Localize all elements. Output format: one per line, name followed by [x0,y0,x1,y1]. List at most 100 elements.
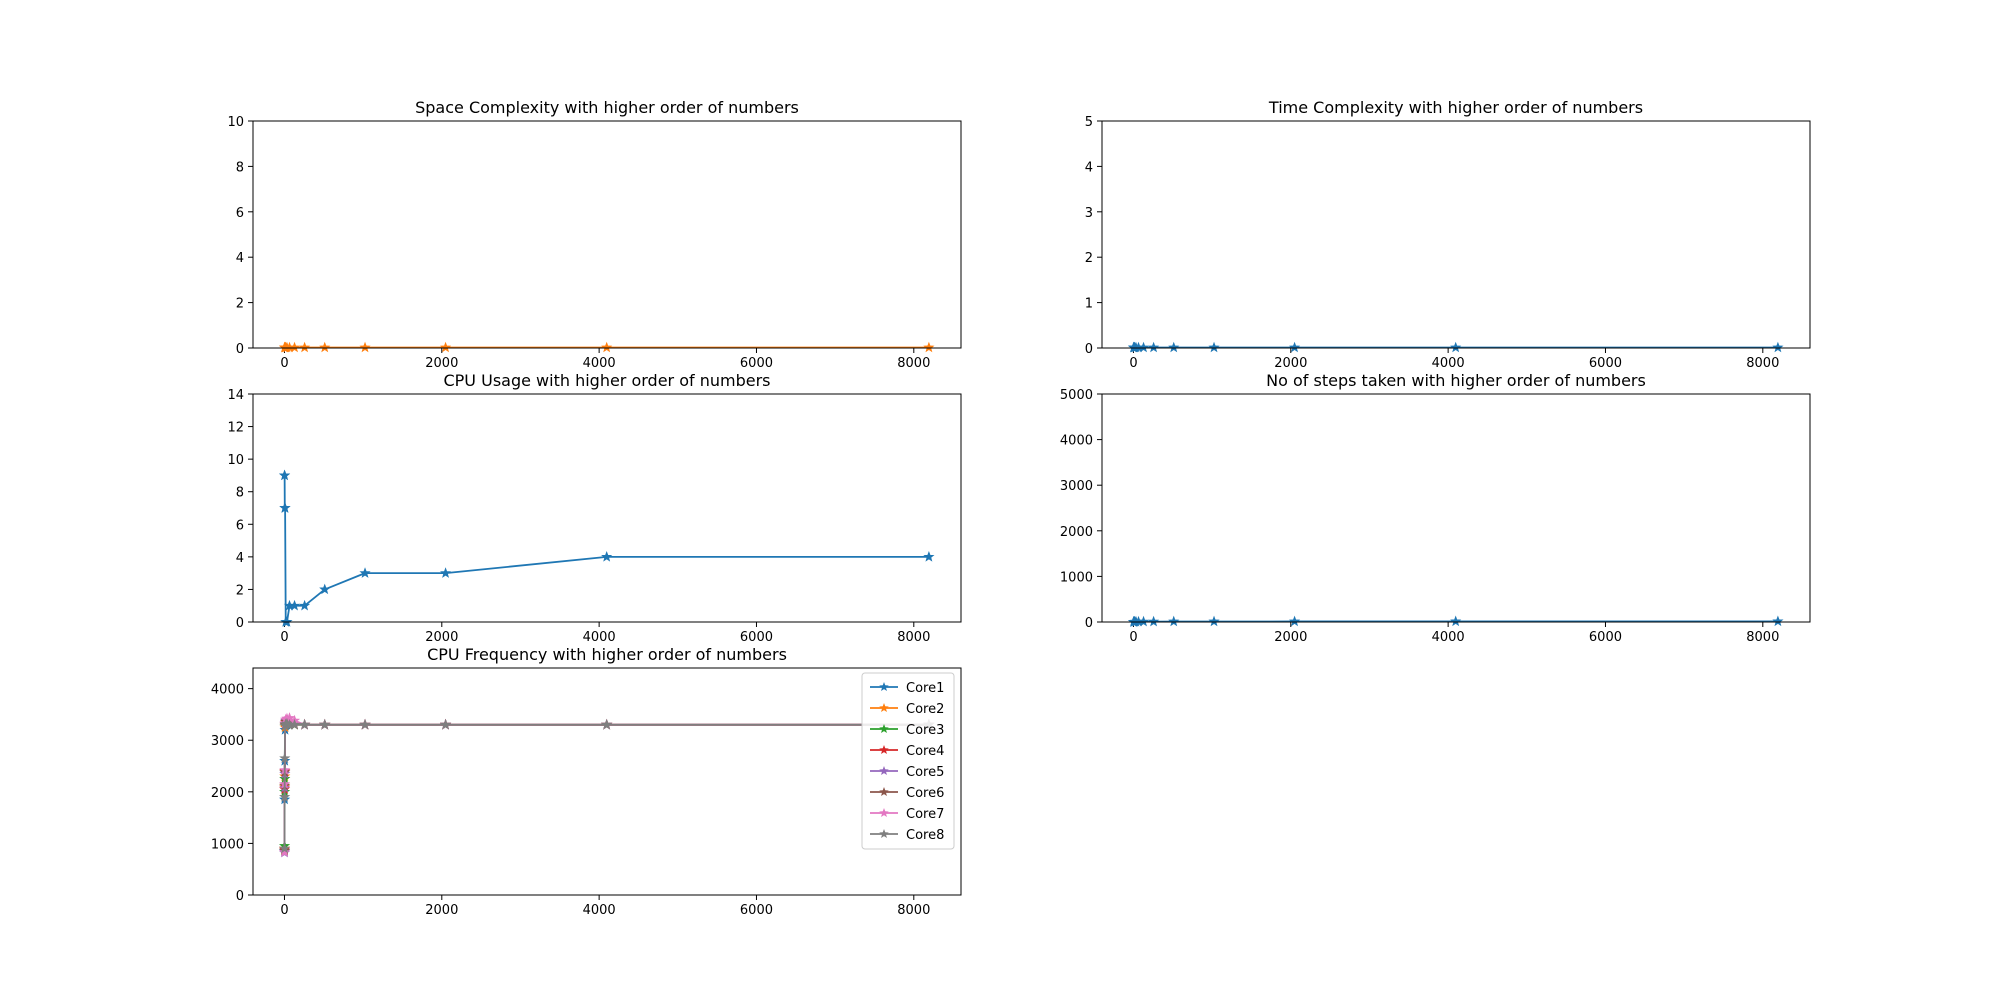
chart-2: Time Complexity with higher order of num… [1085,98,1811,371]
data-point [440,718,452,730]
y-tick-label: 4 [236,551,244,566]
chart-5: CPU Frequency with higher order of numbe… [211,645,962,918]
x-tick-label: 4000 [583,630,616,645]
y-tick-label: 0 [236,616,244,631]
data-point [1450,341,1462,353]
legend-swatch-marker [879,703,889,713]
x-tick-label: 0 [1129,356,1137,371]
chart-3: CPU Usage with higher order of numbers 0 2… [227,371,962,645]
legend-swatch-marker [879,808,889,818]
x-tick-label: 2000 [1274,356,1307,371]
data-point [278,842,291,854]
x-tick-label: 8000 [897,903,930,918]
x-tick-label: 6000 [740,630,773,645]
y-tick-label: 2000 [1060,525,1093,540]
plot-area [278,712,935,858]
axes-frame [252,393,962,623]
y-tick-label: 2 [236,297,244,312]
data-point [1137,615,1150,627]
data-point [1148,615,1160,627]
data-point [1289,341,1301,353]
data-point [1148,341,1160,353]
y-tick-label: 4000 [211,683,244,698]
y-tick-label: 14 [227,388,244,403]
chart-4: No of steps taken with higher order of n… [1060,371,1811,645]
y-tick-label: 0 [236,889,244,904]
x-tick-label: 0 [280,356,288,371]
y-tick-label: 1 [1085,297,1093,312]
y-tick-label: 4000 [1060,434,1093,449]
x-tick-label: 2000 [425,630,458,645]
y-tick-label: 4 [236,251,244,266]
y-tick-label: 3000 [211,734,244,749]
y-tick-label: 5000 [1060,388,1093,403]
y-tick-label: 2 [236,583,244,598]
data-point [299,718,311,730]
x-tick-label: 6000 [740,903,773,918]
y-tick-label: 1000 [211,837,244,852]
x-tick-label: 8000 [897,356,930,371]
y-tick-label: 6 [236,518,244,533]
axes-frame [1101,393,1811,623]
charts-container: Space Complexity with higher order of nu… [211,98,1811,918]
chart-title: Time Complexity with higher order of num… [1268,98,1643,117]
y-tick-label: 8 [236,486,244,501]
y-tick-label: 5 [1085,115,1093,130]
x-tick-label: 4000 [1432,356,1465,371]
legend-swatch-marker [879,745,889,755]
data-point [1168,341,1180,353]
data-point [299,341,311,353]
data-point [319,583,331,595]
y-tick-label: 10 [227,115,244,130]
x-tick-label: 6000 [1589,356,1622,371]
data-point [1168,615,1180,627]
x-tick-label: 6000 [1589,630,1622,645]
data-point [601,551,613,562]
data-point [923,341,935,353]
data-point [288,718,301,730]
x-tick-label: 0 [280,903,288,918]
legend-swatch-marker [879,787,889,797]
data-point [1450,615,1462,627]
x-tick-label: 8000 [1746,630,1779,645]
legend-entry-core1: Core1 [906,681,944,696]
data-point [319,341,331,353]
chart-title: No of steps taken with higher order of n… [1266,371,1646,390]
plot-area [278,469,935,627]
x-tick-label: 4000 [583,903,616,918]
y-tick-label: 2000 [211,786,244,801]
chart-title: CPU Usage with higher order of numbers [443,371,770,390]
legend-entry-core4: Core4 [906,744,944,759]
legend-entry-core2: Core2 [906,702,944,717]
legend-swatch-marker [879,829,889,839]
data-point [279,791,291,802]
x-tick-label: 2000 [425,356,458,371]
data-point [359,718,371,730]
y-tick-label: 2 [1085,251,1093,266]
data-point [1289,615,1301,627]
chart-title: CPU Frequency with higher order of numbe… [427,645,787,664]
legend-entry-core7: Core7 [906,807,944,822]
legend: Core1 Core2 Core3 Core4 Core5 Core6 Core7 Core8 [861,672,955,850]
legend-swatch-marker [879,682,889,692]
x-tick-label: 4000 [583,356,616,371]
y-tick-label: 8 [236,160,244,175]
y-tick-label: 1000 [1060,570,1093,585]
legend-box [861,672,955,850]
legend-entry-core6: Core6 [906,786,944,801]
legend-entry-core5: Core5 [906,765,944,780]
chart-1: Space Complexity with higher order of nu… [227,98,962,371]
legend-swatch-marker [879,724,889,734]
data-point [279,469,291,481]
x-tick-label: 0 [1129,630,1137,645]
axes-frame [252,667,962,896]
data-point [288,599,301,611]
data-point [279,502,291,513]
x-tick-label: 2000 [1274,630,1307,645]
data-point [288,341,301,353]
data-point [1208,615,1220,627]
data-point [299,599,311,611]
y-tick-label: 0 [236,342,244,357]
data-point [1772,341,1784,353]
